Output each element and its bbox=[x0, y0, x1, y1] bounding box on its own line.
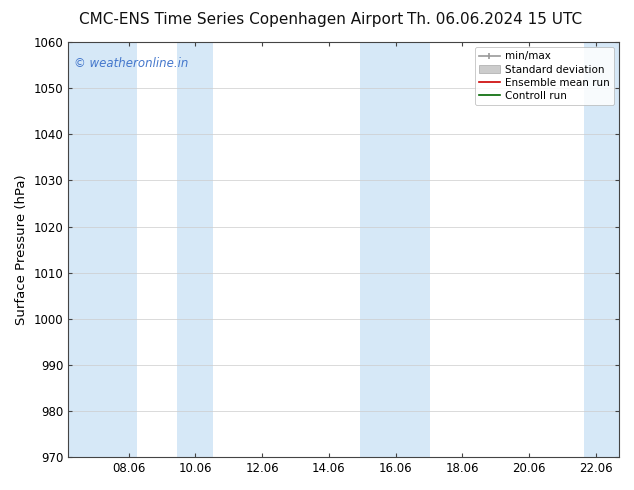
Text: CMC-ENS Time Series Copenhagen Airport: CMC-ENS Time Series Copenhagen Airport bbox=[79, 12, 403, 27]
Legend: min/max, Standard deviation, Ensemble mean run, Controll run: min/max, Standard deviation, Ensemble me… bbox=[475, 47, 614, 105]
Text: Th. 06.06.2024 15 UTC: Th. 06.06.2024 15 UTC bbox=[407, 12, 582, 27]
Bar bbox=[177, 42, 214, 457]
Bar bbox=[68, 42, 136, 457]
Text: © weatheronline.in: © weatheronline.in bbox=[74, 56, 188, 70]
Y-axis label: Surface Pressure (hPa): Surface Pressure (hPa) bbox=[15, 174, 28, 325]
Bar bbox=[360, 42, 430, 457]
Bar bbox=[584, 42, 619, 457]
